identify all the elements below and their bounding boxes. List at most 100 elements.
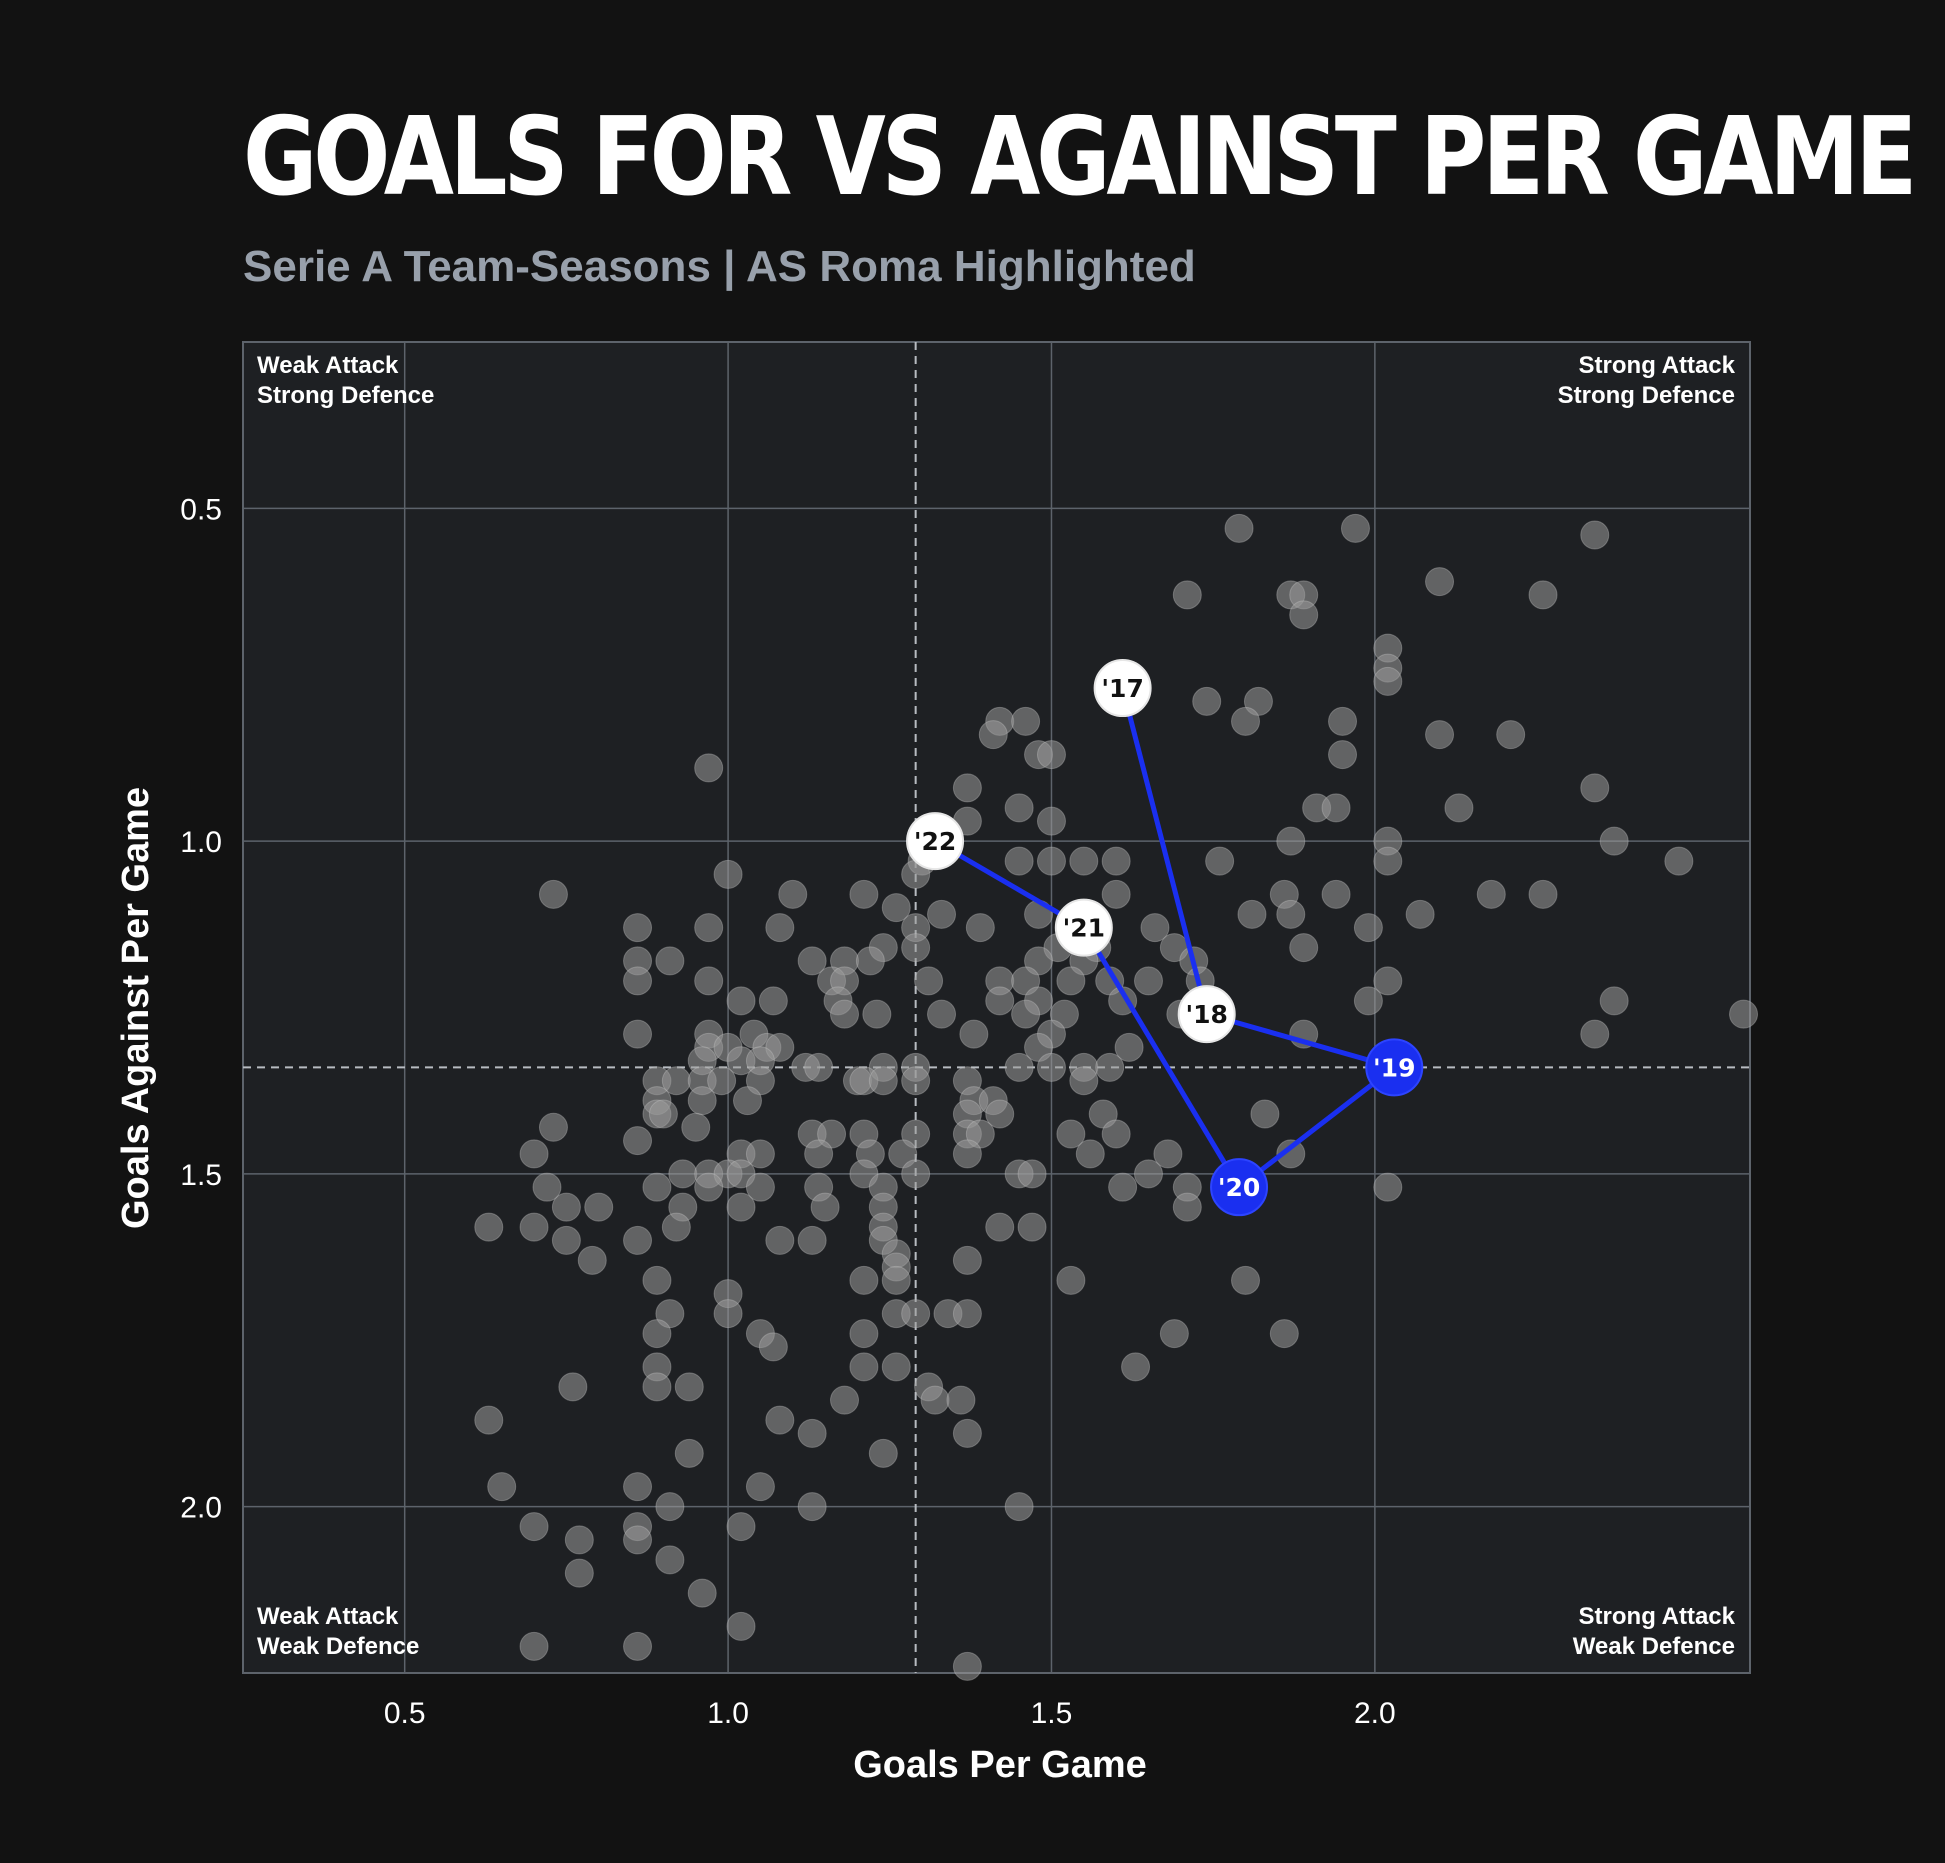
data-point [1088, 1099, 1118, 1129]
data-point [1425, 567, 1455, 597]
data-point [1580, 1019, 1610, 1049]
data-point [655, 946, 685, 976]
data-point [1036, 846, 1066, 876]
data-point [745, 1172, 775, 1202]
data-point [1101, 879, 1131, 909]
data-point [881, 1352, 911, 1382]
data-point [1011, 706, 1041, 736]
data-point [1114, 1032, 1144, 1062]
data-point [519, 1512, 549, 1542]
data-point [1496, 720, 1526, 750]
data-point [985, 1212, 1015, 1242]
reference-lines [243, 342, 1750, 1673]
roma-season-label: '19 [1373, 1053, 1415, 1082]
data-point [1017, 1159, 1047, 1189]
data-point [1069, 1066, 1099, 1096]
quadrant-label-top-left: Weak Attack [257, 352, 399, 379]
data-point [1172, 1192, 1202, 1222]
data-point [1664, 846, 1694, 876]
data-point [687, 1578, 717, 1608]
roma-point [1210, 1158, 1269, 1217]
data-point [1224, 513, 1254, 543]
data-point [765, 913, 795, 943]
data-point [623, 1525, 653, 1555]
data-point [1528, 580, 1558, 610]
data-point [1340, 513, 1370, 543]
data-point [551, 1192, 581, 1222]
data-point [1276, 899, 1306, 929]
data-point [1580, 773, 1610, 803]
y-tick-label: 0.5 [180, 493, 222, 526]
data-point [927, 999, 957, 1029]
data-point [674, 1372, 704, 1402]
data-point [726, 1512, 756, 1542]
data-point [952, 1299, 982, 1329]
data-point [558, 1372, 588, 1402]
data-point [623, 1225, 653, 1255]
data-point [1373, 846, 1403, 876]
data-point [881, 893, 911, 923]
data-point [855, 946, 885, 976]
data-point [1140, 913, 1170, 943]
data-point [487, 1472, 517, 1502]
data-point [849, 879, 879, 909]
data-point [1024, 1032, 1054, 1062]
data-point [952, 773, 982, 803]
data-point [1237, 899, 1267, 929]
data-point [1004, 1052, 1034, 1082]
data-point [564, 1558, 594, 1588]
data-point [642, 1319, 672, 1349]
data-point [1101, 846, 1131, 876]
data-point [952, 1418, 982, 1448]
data-point [868, 1066, 898, 1096]
data-point [849, 1265, 879, 1295]
data-point [862, 999, 892, 1029]
y-tick-label: 1.5 [180, 1159, 222, 1192]
data-point [797, 946, 827, 976]
quadrant-label-top-right: Strong Defence [1558, 382, 1735, 409]
roma-season-label: '18 [1185, 1000, 1227, 1029]
data-point [1328, 706, 1358, 736]
data-point [726, 986, 756, 1016]
data-point [474, 1212, 504, 1242]
data-point [1444, 793, 1474, 823]
roma-season-label: '20 [1218, 1173, 1260, 1202]
data-point [551, 1225, 581, 1255]
data-point [1056, 966, 1086, 996]
data-point [765, 1225, 795, 1255]
data-point [1321, 879, 1351, 909]
quadrant-label-top-right: Strong Attack [1579, 352, 1736, 379]
data-point [1024, 946, 1054, 976]
quadrant-label-top-left: Strong Defence [257, 382, 434, 409]
data-point [1011, 966, 1041, 996]
data-point [1004, 1492, 1034, 1522]
data-point [519, 1631, 549, 1661]
data-point [797, 1492, 827, 1522]
data-point [1599, 986, 1629, 1016]
roma-markers: '17 '18 '19 '20 '21 '22 [906, 659, 1424, 1217]
data-point [694, 913, 724, 943]
data-point [1289, 933, 1319, 963]
data-point [920, 1385, 950, 1415]
team-season-points [474, 513, 1759, 1681]
data-point [804, 1139, 834, 1169]
data-point [655, 1545, 685, 1575]
data-point [1269, 1319, 1299, 1349]
roma-season-label: '21 [1063, 914, 1105, 943]
data-point [1192, 686, 1222, 716]
data-point [1159, 1319, 1189, 1349]
data-point [694, 753, 724, 783]
data-point [1056, 1119, 1086, 1149]
roma-season-label: '17 [1101, 674, 1143, 703]
data-point [1004, 846, 1034, 876]
data-point [849, 1352, 879, 1382]
y-tick-label: 1.0 [180, 826, 222, 859]
data-point [985, 1099, 1015, 1129]
data-point [674, 1438, 704, 1468]
y-axis-label: Goals Against Per Game [115, 787, 157, 1229]
roma-point [1365, 1038, 1424, 1097]
data-point [1036, 1052, 1066, 1082]
data-point [1205, 846, 1235, 876]
data-point [965, 1119, 995, 1149]
